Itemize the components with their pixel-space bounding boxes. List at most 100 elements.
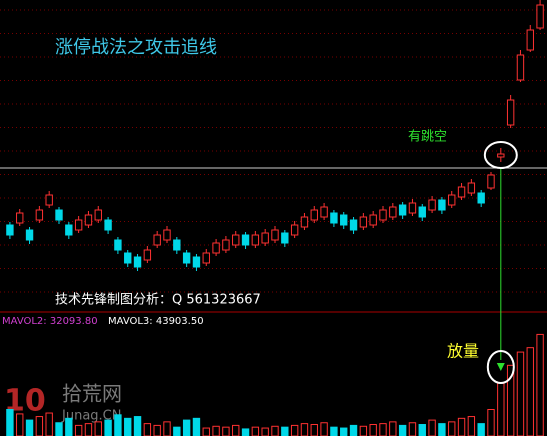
- candle-body: [457, 186, 466, 198]
- volume-bar: [369, 424, 377, 436]
- candle-body: [261, 232, 269, 244]
- volume-bar: [84, 423, 93, 436]
- candle-body: [487, 174, 495, 189]
- candle-body: [74, 219, 83, 231]
- candle-body: [438, 199, 446, 211]
- volume-bar: [516, 351, 525, 436]
- candle-body: [448, 194, 456, 206]
- candle-body: [202, 252, 210, 264]
- volume-bar: [55, 422, 63, 436]
- author-note: 技术先锋制图分析：Q 561323667: [55, 293, 261, 308]
- volume-bar: [104, 419, 112, 436]
- candle-body: [124, 252, 132, 264]
- candle-body: [114, 239, 122, 251]
- candle-body: [232, 234, 240, 246]
- volume-bar: [428, 419, 436, 436]
- candle-body: [241, 234, 250, 246]
- candle-body: [222, 239, 230, 251]
- volume-bar: [94, 421, 102, 436]
- volume-bar: [418, 424, 426, 436]
- candle-body: [536, 4, 544, 29]
- candle-body: [467, 182, 476, 194]
- volume-bar: [497, 382, 505, 436]
- candle-body: [477, 192, 485, 204]
- volume-bar: [45, 412, 53, 436]
- volume-bar: [35, 416, 44, 436]
- volume-bar: [536, 333, 544, 436]
- volume-bar: [271, 425, 279, 436]
- candle-body: [65, 224, 73, 236]
- volume-bar: [74, 424, 83, 436]
- volume-bar: [457, 417, 466, 436]
- volume-bar: [222, 426, 230, 436]
- candle-body: [379, 209, 387, 221]
- candle-body: [173, 239, 181, 251]
- volume-bar: [290, 424, 299, 436]
- volume-bar: [173, 426, 181, 436]
- candle-body: [497, 153, 505, 158]
- candle-body: [45, 194, 53, 206]
- candle-body: [271, 229, 279, 241]
- volume-legend: MAVOL3: 43903.50: [108, 316, 204, 327]
- volume-bar: [359, 425, 368, 436]
- candle-body: [526, 29, 534, 51]
- candle-body: [516, 54, 525, 81]
- highlight-circle: [486, 350, 515, 384]
- volume-bar: [330, 426, 338, 436]
- volume-bar: [477, 423, 485, 436]
- volume-bar: [467, 416, 476, 436]
- candle-body: [133, 256, 142, 268]
- volume-annotation: 放量: [447, 342, 479, 361]
- volume-bar: [487, 409, 495, 436]
- volume-bar: [153, 424, 161, 436]
- arrow-head: [496, 363, 505, 371]
- candle-body: [398, 204, 407, 216]
- candle-body: [192, 256, 201, 268]
- volume-bar: [25, 419, 34, 436]
- volume-bar: [261, 427, 269, 436]
- volume-bar: [349, 424, 358, 436]
- volume-bar: [65, 417, 73, 436]
- candle-body: [389, 206, 397, 218]
- candle-body: [182, 252, 191, 264]
- volume-bar: [143, 423, 152, 436]
- candle-body: [290, 224, 299, 236]
- volume-bar: [124, 417, 132, 436]
- candle-body: [340, 214, 348, 226]
- volume-bar: [398, 424, 407, 436]
- volume-bar: [408, 422, 417, 436]
- volume-bar: [310, 424, 318, 436]
- volume-bar: [212, 425, 220, 436]
- candle-body: [349, 219, 358, 231]
- candle-body: [330, 212, 338, 224]
- volume-bar: [6, 409, 14, 436]
- candle-body: [418, 206, 426, 218]
- candle-body: [369, 214, 377, 226]
- candle-body: [428, 199, 436, 211]
- watermark: 拾荒网: [62, 382, 122, 406]
- volume-bar: [320, 422, 328, 436]
- candle-body: [212, 242, 220, 254]
- candle-body: [104, 219, 112, 231]
- candle-body: [281, 232, 289, 244]
- volume-bar: [182, 419, 191, 436]
- candle-body: [506, 99, 515, 126]
- volume-bar: [232, 424, 240, 436]
- volume-bar: [192, 417, 201, 436]
- candle-body: [35, 209, 44, 221]
- candle-body: [6, 224, 14, 236]
- candle-body: [408, 202, 417, 214]
- candle-body: [16, 212, 24, 224]
- candle-body: [359, 216, 368, 228]
- highlight-circle: [483, 141, 518, 169]
- volume-bar: [163, 421, 171, 436]
- candle-body: [163, 229, 171, 241]
- volume-bar: [133, 416, 142, 436]
- volume-bar: [526, 347, 534, 436]
- candle-body: [320, 206, 328, 218]
- candle-body: [55, 209, 63, 221]
- candle-body: [310, 209, 318, 221]
- volume-bar: [114, 414, 122, 436]
- volume-bar: [300, 423, 309, 436]
